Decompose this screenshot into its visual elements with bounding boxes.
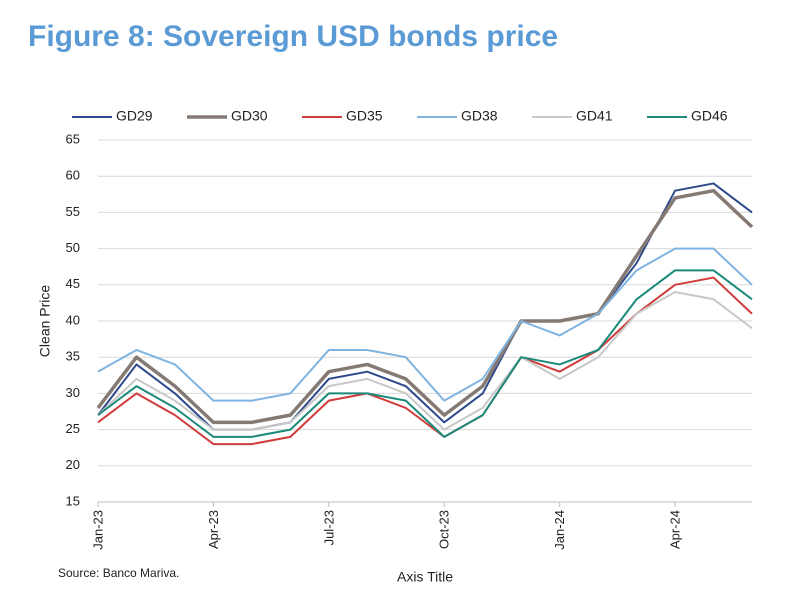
y-tick-label: 40: [66, 312, 80, 327]
y-tick-label: 55: [66, 204, 80, 219]
series-line: [96, 188, 754, 425]
x-axis-label: Axis Title: [397, 569, 453, 585]
series-line: [97, 276, 753, 446]
y-tick-label: 65: [66, 131, 80, 146]
source-note: Source: Banco Mariva.: [58, 566, 179, 580]
series-line: [97, 182, 753, 431]
y-tick-label: 20: [66, 457, 80, 472]
x-tick-label: Apr-23: [206, 510, 221, 549]
y-tick-label: 50: [66, 240, 80, 255]
x-tick-label: Jan-23: [90, 510, 105, 550]
x-tick-label: Jul-23: [321, 510, 336, 545]
y-tick-label: 60: [66, 168, 80, 183]
legend-label: GD35: [346, 108, 383, 124]
y-tick-label: 35: [66, 349, 80, 364]
legend-label: GD29: [116, 108, 153, 124]
legend-label: GD41: [576, 108, 613, 124]
legend-label: GD30: [231, 108, 268, 124]
y-axis-label: Clean Price: [37, 285, 53, 358]
legend-label: GD46: [691, 108, 728, 124]
y-tick-label: 15: [66, 493, 80, 508]
series-line: [97, 291, 753, 431]
series-line: [97, 269, 753, 438]
chart-title: Figure 8: Sovereign USD bonds price: [28, 20, 558, 53]
y-tick-label: 25: [66, 421, 80, 436]
y-tick-label: 45: [66, 276, 80, 291]
legend-label: GD38: [461, 108, 498, 124]
x-tick-label: Jan-24: [552, 510, 567, 550]
x-tick-label: Apr-24: [667, 510, 682, 549]
y-tick-label: 30: [66, 385, 80, 400]
x-tick-label: Oct-23: [437, 510, 452, 549]
series-line: [97, 247, 753, 402]
